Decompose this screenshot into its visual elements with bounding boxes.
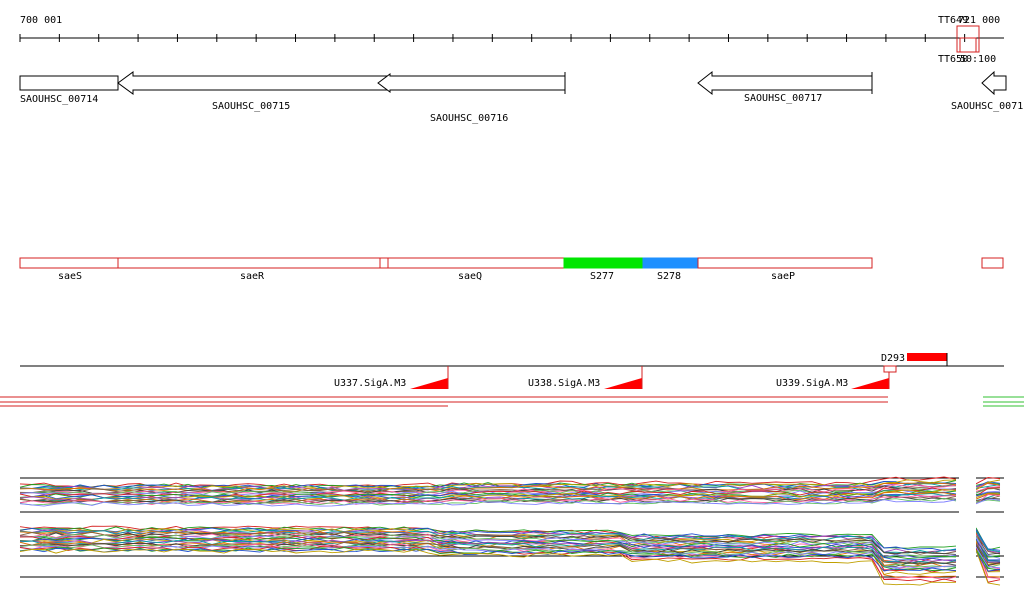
feature-S278[interactable]	[642, 257, 699, 269]
gene-label-00715: SAOUHSC_00715	[212, 101, 290, 112]
expression-profile-lower	[19, 525, 1004, 586]
expression-line	[19, 498, 1001, 507]
gene-label-00714: SAOUHSC_00714	[20, 94, 98, 105]
expression-line	[19, 482, 1001, 493]
feature-saeQ[interactable]	[387, 257, 565, 269]
feature-S277[interactable]	[563, 257, 644, 269]
feature-label-saeR: saeR	[240, 271, 265, 282]
feature-right-edge[interactable]	[981, 257, 1004, 269]
feature-label-saeP: saeP	[771, 271, 795, 282]
gene-label-0071: SAOUHSC_0071	[951, 101, 1023, 112]
gene-track: SAOUHSC_00714 SAOUHSC_00715 SAOUHSC_0071…	[19, 70, 1023, 124]
feature-saeR[interactable]	[117, 257, 381, 269]
gene-arrow-0071[interactable]	[981, 70, 1007, 96]
ruler-start-label: 700 001	[20, 15, 62, 26]
expression-line	[19, 548, 1001, 586]
feature-saeR-end[interactable]	[379, 257, 389, 269]
regulatory-track: D293 U337.SigA.M3 U338.SigA.M3 U339.SigA…	[0, 353, 1024, 407]
data-gap	[959, 470, 976, 595]
coordinate-ruler: 700 001 721 000 TT649 TT650 50:100	[19, 15, 1004, 65]
gene-arrow-00717[interactable]	[697, 70, 873, 96]
terminator-U337[interactable]	[410, 378, 448, 389]
feature-label-S277: S277	[590, 271, 614, 282]
terminator-U338[interactable]	[604, 378, 642, 389]
marker-bottom-suffix: 50:100	[960, 54, 996, 65]
marker-top-label: TT649	[938, 15, 968, 26]
ruler-end-label: 721 000	[958, 15, 1000, 26]
reg-label-U339: U339.SigA.M3	[776, 378, 848, 389]
gene-label-00717: SAOUHSC_00717	[744, 93, 822, 104]
feature-saeS[interactable]	[19, 257, 119, 269]
feature-track: saeS saeR saeQ S277 S278 saeP	[19, 257, 1004, 282]
feature-label-saeQ: saeQ	[458, 271, 482, 282]
expression-profile-upper	[19, 476, 1004, 513]
reg-label-U338: U338.SigA.M3	[528, 378, 600, 389]
gene-arrow-00715[interactable]	[117, 71, 389, 95]
gene-arrow-00716[interactable]	[377, 73, 566, 93]
gene-arrow-00714[interactable]	[19, 75, 119, 91]
marker-bottom-label: TT650	[938, 54, 968, 65]
D293-bar[interactable]	[907, 353, 947, 361]
reg-label-U337: U337.SigA.M3	[334, 378, 406, 389]
feature-label-saeS: saeS	[58, 271, 82, 282]
feature-saeP[interactable]	[697, 257, 873, 269]
expression-line	[19, 479, 1001, 490]
reg-label-D293: D293	[881, 353, 905, 364]
gene-label-00716: SAOUHSC_00716	[430, 113, 508, 124]
terminator-U339[interactable]	[851, 378, 889, 389]
feature-label-S278: S278	[657, 271, 681, 282]
